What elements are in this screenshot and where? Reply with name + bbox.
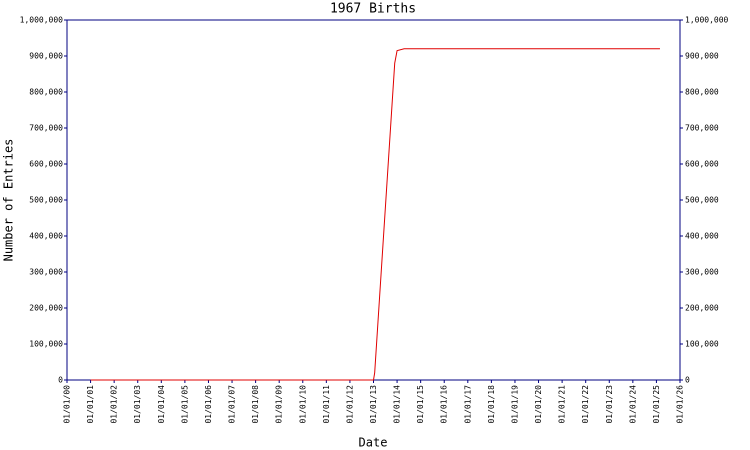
y2-tick-label: 400,000 [685,232,719,241]
y2-tick-label: 900,000 [685,52,719,61]
y2-tick-label: 800,000 [685,88,719,97]
x-tick-label: 01/01/13 [369,385,378,424]
y-axis-label: Number of Entries [2,139,16,262]
y2-tick-label: 200,000 [685,304,719,313]
x-tick-label: 01/01/17 [463,385,472,424]
y2-tick-label: 1,000,000 [685,16,729,25]
x-axis-label: Date [359,436,388,450]
y-tick-label: 800,000 [29,88,63,97]
x-tick-label: 01/01/21 [558,385,567,424]
x-tick-label: 01/01/09 [275,385,284,424]
x-tick-label: 01/01/08 [251,385,260,424]
x-tick-label: 01/01/14 [393,385,402,424]
x-tick-label: 01/01/06 [204,385,213,424]
y2-tick-label: 600,000 [685,160,719,169]
y-tick-label: 400,000 [29,232,63,241]
x-tick-label: 01/01/19 [510,385,519,424]
x-tick-label: 01/01/15 [416,385,425,424]
x-tick-label: 01/01/03 [133,385,142,424]
y2-tick-label: 300,000 [685,268,719,277]
y-tick-label: 1,000,000 [20,16,64,25]
plot-frame [66,19,681,381]
x-tick-label: 01/01/24 [628,385,637,424]
x-tick-label: 01/01/01 [86,385,95,424]
x-tick-label: 01/01/20 [534,385,543,424]
x-tick-label: 01/01/05 [180,385,189,424]
x-tick-label: 01/01/11 [322,385,331,424]
x-tick-label: 01/01/02 [110,385,119,424]
x-tick-label: 01/01/10 [298,385,307,424]
x-tick-label: 01/01/22 [581,385,590,424]
y2-tick-label: 500,000 [685,196,719,205]
y2-tick-label: 0 [685,376,690,385]
chart-title: 1967 Births [330,2,416,17]
x-tick-label: 01/01/25 [652,385,661,424]
y-tick-label: 200,000 [29,304,63,313]
x-tick-label: 01/01/12 [345,385,354,424]
y2-tick-label: 700,000 [685,124,719,133]
y-tick-label: 300,000 [29,268,63,277]
y2-tick-label: 100,000 [685,340,719,349]
x-tick-label: 01/01/07 [228,385,237,424]
y-tick-label: 900,000 [29,52,63,61]
y-tick-label: 500,000 [29,196,63,205]
x-tick-label: 01/01/04 [157,385,166,424]
x-tick-label: 01/01/26 [676,385,685,424]
x-tick-label: 01/01/16 [440,385,449,424]
x-tick-label: 01/01/00 [63,385,72,424]
y-tick-label: 600,000 [29,160,63,169]
series-line [90,48,660,381]
x-tick-label: 01/01/23 [605,385,614,424]
x-tick-label: 01/01/18 [487,385,496,424]
y-tick-label: 700,000 [29,124,63,133]
y-tick-label: 0 [58,376,63,385]
y-tick-label: 100,000 [29,340,63,349]
